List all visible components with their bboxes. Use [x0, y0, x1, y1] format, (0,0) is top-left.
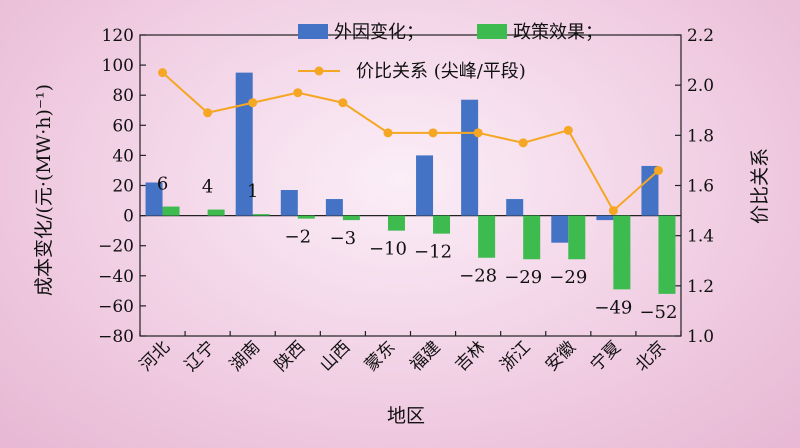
bar-external	[506, 199, 524, 216]
legend-swatch-ratio-marker	[314, 66, 324, 76]
ratio-line-point	[338, 98, 348, 108]
data-label-policy: −29	[549, 267, 587, 288]
x-tick-label: 河北	[136, 337, 174, 375]
ratio-line-point	[383, 128, 393, 138]
x-tick-label: 北京	[632, 337, 670, 375]
bar-policy	[342, 215, 360, 221]
y-left-tick-label: 20	[112, 177, 134, 197]
bars	[145, 72, 676, 294]
ratio-line-point	[473, 128, 483, 138]
y-left-tick-label: 100	[102, 56, 134, 76]
y-left-tick-label: −20	[98, 237, 134, 257]
y-left-tick-label: 0	[123, 207, 134, 227]
legend-label-external: 外因变化；	[334, 22, 424, 43]
ratio-line-point	[293, 88, 303, 98]
data-label-policy: −3	[330, 228, 357, 249]
ratio-line-point	[608, 206, 618, 216]
legend-label-policy: 政策效果；	[513, 22, 603, 43]
bar-external	[551, 215, 569, 243]
data-label-policy: −52	[639, 302, 677, 323]
y-left-tick-label: −40	[98, 267, 134, 287]
data-labels: 6 4 1 −2 −3 −10 −12 −28 −29 −29 −49 −52	[157, 174, 678, 323]
y-right-tick-label: 1.8	[687, 126, 714, 146]
y-left-tick-label: −80	[98, 327, 134, 347]
y-axis-right-title: 价比关系	[749, 148, 771, 224]
ratio-line-point	[428, 128, 438, 138]
bar-external	[325, 199, 343, 216]
x-tick-label: 湖南	[226, 337, 264, 375]
bar-external	[461, 99, 479, 216]
y-left-tick-label: −60	[98, 297, 134, 317]
bar-policy	[478, 215, 496, 258]
x-tick-label: 辽宁	[181, 337, 219, 375]
data-label-policy: 1	[247, 181, 258, 202]
legend-swatch-policy	[477, 24, 507, 39]
x-tick-label: 福建	[406, 337, 444, 375]
x-tick-label: 陕西	[271, 337, 309, 375]
x-tick-label: 蒙东	[361, 337, 399, 375]
bar-policy	[162, 206, 180, 216]
bar-policy	[297, 215, 315, 219]
y-right-tick-label: 1.6	[687, 177, 714, 197]
data-label-policy: −49	[594, 297, 632, 318]
ratio-line-point	[203, 108, 213, 118]
x-axis-title: 地区	[387, 405, 425, 427]
x-tick-label: 安徽	[542, 337, 580, 375]
y-left-tick-label: 80	[112, 86, 134, 106]
bar-external	[145, 182, 163, 216]
y-left-tick-label: 40	[112, 146, 134, 166]
x-tick-label: 山西	[316, 337, 354, 375]
bar-policy	[207, 209, 225, 216]
ratio-line	[158, 68, 663, 216]
y-axis-left-title: 成本变化/(元·(MW·h)⁻¹)	[33, 84, 55, 296]
ratio-line-point	[653, 165, 663, 175]
bar-policy	[568, 215, 586, 260]
y-right-tick-label: 2.2	[687, 26, 714, 46]
bar-policy	[387, 215, 405, 231]
y-right-tick-label: 1.0	[687, 327, 714, 347]
y-left-tick-label: 60	[112, 116, 134, 136]
legend-label-ratio: 价比关系 (尖峰/平段)	[356, 61, 526, 82]
bar-policy	[523, 215, 541, 260]
axes	[139, 34, 682, 337]
data-label-policy: −10	[369, 239, 407, 260]
bar-external	[416, 155, 434, 216]
bar-policy	[252, 214, 270, 216]
y-right-tick-label: 1.4	[687, 227, 714, 247]
bar-policy	[658, 215, 676, 294]
x-tick-label: 宁夏	[587, 337, 625, 375]
legend: 外因变化； 政策效果； 价比关系 (尖峰/平段)	[298, 22, 603, 82]
data-label-policy: −28	[459, 266, 497, 287]
data-label-policy: 4	[202, 177, 213, 198]
data-label-policy: −29	[504, 267, 542, 288]
data-label-policy: −2	[285, 227, 312, 248]
bar-policy	[433, 215, 451, 234]
bar-external	[596, 215, 614, 221]
ratio-line-path	[161, 71, 660, 213]
y-right-tick-label: 2.0	[687, 76, 714, 96]
bar-external	[280, 190, 298, 216]
ratio-line-point	[563, 125, 573, 135]
legend-swatch-external	[298, 24, 328, 39]
y-right-tick-label: 1.2	[687, 277, 714, 297]
y-left-tick-label: 120	[102, 26, 134, 46]
x-tick-label: 吉林	[451, 337, 489, 375]
ratio-line-point	[518, 138, 528, 148]
bar-external	[235, 72, 253, 216]
ratio-line-point	[158, 68, 168, 78]
data-label-policy: −12	[414, 242, 452, 263]
bar-external	[641, 165, 659, 216]
ratio-line-point	[248, 98, 258, 108]
x-tick-label: 浙江	[497, 337, 535, 375]
data-label-policy: 6	[157, 174, 168, 195]
bar-policy	[613, 215, 631, 290]
